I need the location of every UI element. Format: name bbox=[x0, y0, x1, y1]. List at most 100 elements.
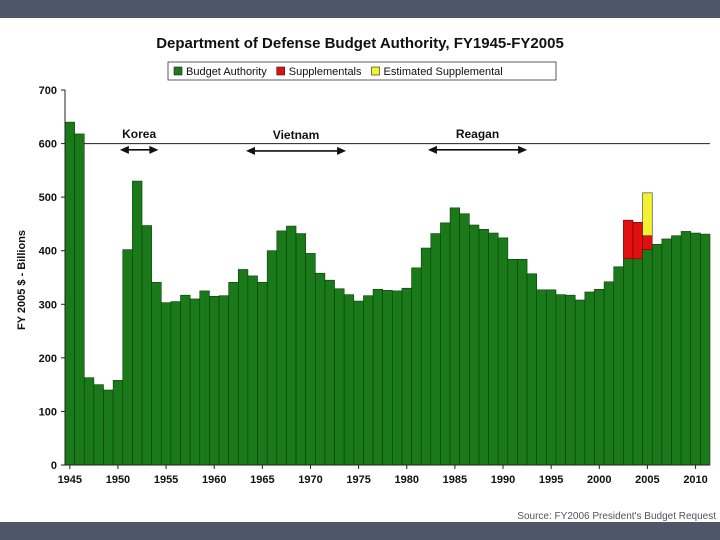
x-tick-label-1985: 1985 bbox=[443, 474, 467, 486]
source-note: Source: FY2006 President's Budget Reques… bbox=[517, 511, 716, 522]
bar-budget-2007 bbox=[661, 238, 672, 466]
annotation-arrowhead-left-korea bbox=[119, 145, 129, 154]
bar-budget-1984 bbox=[440, 222, 451, 466]
bars bbox=[64, 121, 711, 466]
bar-budget-1986 bbox=[459, 213, 470, 466]
annotation-label-vietnam: Vietnam bbox=[273, 128, 319, 142]
chart-title: Department of Defense Budget Authority, … bbox=[156, 35, 564, 52]
bar-budget-1979 bbox=[392, 290, 403, 466]
bar-budget-1992 bbox=[517, 258, 528, 466]
y-tick-label-100: 100 bbox=[39, 406, 57, 418]
bar-budget-1980 bbox=[401, 287, 412, 466]
bar-budget-2006 bbox=[651, 243, 663, 466]
bar-budget-1974 bbox=[343, 294, 355, 466]
bar-budget-2008 bbox=[671, 235, 682, 466]
y-tick-label-0: 0 bbox=[51, 460, 57, 472]
slide: Department of Defense Budget Authority, … bbox=[0, 18, 720, 522]
bar-budget-1966 bbox=[266, 250, 278, 466]
x-tick-label-1990: 1990 bbox=[491, 474, 515, 486]
bar-budget-1958 bbox=[189, 298, 201, 466]
bar-budget-1965 bbox=[257, 282, 268, 466]
bar-budget-1961 bbox=[218, 295, 229, 466]
annotation-label-korea: Korea bbox=[122, 127, 156, 141]
bar-budget-1981 bbox=[411, 267, 422, 466]
x-tick-label-1970: 1970 bbox=[298, 474, 322, 486]
x-tick-label-1965: 1965 bbox=[250, 474, 274, 486]
y-axis-label: FY 2005 $ - Billions bbox=[16, 230, 28, 330]
bar-budget-1953 bbox=[141, 225, 152, 466]
y-tick-label-500: 500 bbox=[39, 192, 57, 204]
bar-budget-1977 bbox=[372, 288, 383, 466]
legend-label-2: Estimated Supplemental bbox=[384, 66, 503, 78]
bar-budget-2001 bbox=[603, 281, 615, 466]
bar-budget-1978 bbox=[382, 290, 393, 466]
bar-budget-1952 bbox=[132, 180, 143, 466]
bar-budget-1975 bbox=[353, 300, 364, 466]
x-tick-label-1950: 1950 bbox=[106, 474, 130, 486]
bar-budget-1990 bbox=[497, 237, 509, 466]
bar-budget-1948 bbox=[93, 384, 104, 466]
bar-budget-1993 bbox=[526, 273, 538, 466]
x-tick-label-2000: 2000 bbox=[587, 474, 611, 486]
legend-swatch-2 bbox=[371, 66, 380, 76]
bar-supplemental-2005 bbox=[642, 235, 653, 250]
bar-budget-1972 bbox=[324, 279, 335, 466]
y-tick-label-700: 700 bbox=[39, 85, 57, 97]
x-tick-label-1995: 1995 bbox=[539, 474, 563, 486]
bar-budget-1995 bbox=[546, 289, 557, 466]
bar-budget-2010 bbox=[690, 232, 701, 466]
bar-budget-1973 bbox=[334, 288, 345, 466]
annotation-arrowhead-left-reagan bbox=[427, 145, 437, 154]
bar-budget-1968 bbox=[286, 225, 297, 466]
bar-budget-1988 bbox=[478, 228, 489, 466]
y-tick-label-400: 400 bbox=[39, 246, 57, 258]
annotation-arrowhead-right-reagan bbox=[518, 145, 528, 154]
bar-budget-1983 bbox=[430, 233, 441, 466]
bar-budget-1964 bbox=[247, 275, 258, 466]
bar-supplemental-2004 bbox=[632, 222, 643, 260]
legend-swatch-1 bbox=[276, 66, 286, 76]
legend: Budget Authority Supplementals Estimated S… bbox=[167, 61, 557, 81]
bar-budget-1951 bbox=[122, 249, 133, 466]
bar-estimated-supplemental-2005 bbox=[642, 192, 653, 237]
bar-supplemental-2003 bbox=[623, 219, 634, 260]
bottom-band bbox=[0, 522, 720, 540]
x-tick-label-1980: 1980 bbox=[395, 474, 419, 486]
x-tick-label-1975: 1975 bbox=[346, 474, 370, 486]
bar-budget-1994 bbox=[536, 289, 547, 466]
bar-budget-1997 bbox=[565, 294, 576, 466]
bar-budget-2000 bbox=[594, 288, 605, 466]
bar-budget-1991 bbox=[507, 258, 518, 466]
legend-label-0: Budget Authority bbox=[186, 66, 267, 78]
legend-box bbox=[167, 61, 557, 81]
bar-budget-2002 bbox=[613, 266, 624, 466]
bar-budget-1998 bbox=[574, 299, 586, 466]
bar-budget-1985 bbox=[449, 207, 461, 466]
bar-budget-1969 bbox=[295, 233, 306, 466]
bar-budget-2004 bbox=[632, 258, 643, 466]
bar-budget-1957 bbox=[180, 294, 191, 466]
x-tick-label-1955: 1955 bbox=[154, 474, 178, 486]
bar-budget-1970 bbox=[305, 253, 316, 466]
bar-budget-1955 bbox=[160, 302, 172, 466]
bar-budget-1959 bbox=[199, 290, 210, 466]
y-tick-label-600: 600 bbox=[39, 139, 57, 151]
bar-budget-1967 bbox=[276, 230, 287, 466]
bar-budget-1989 bbox=[488, 232, 499, 466]
bar-budget-1999 bbox=[584, 291, 595, 466]
x-tick-label-2005: 2005 bbox=[635, 474, 659, 486]
annotation-arrowhead-right-korea bbox=[149, 145, 159, 154]
x-tick-label-1960: 1960 bbox=[202, 474, 226, 486]
bar-budget-1946 bbox=[74, 133, 85, 466]
bar-budget-1956 bbox=[170, 301, 181, 466]
bar-budget-1962 bbox=[228, 282, 239, 466]
x-tick-label-1945: 1945 bbox=[58, 474, 82, 486]
bar-budget-2011 bbox=[700, 233, 711, 466]
axes: 0 100 200 300 400 500 600 700 1945 1950 1955 1960 19… bbox=[39, 85, 710, 486]
bar-budget-1945 bbox=[64, 121, 75, 466]
annotation-arrowhead-right-vietnam bbox=[337, 146, 347, 155]
bar-budget-1960 bbox=[209, 295, 220, 466]
bar-budget-1982 bbox=[420, 247, 432, 466]
legend-swatch-0 bbox=[173, 66, 183, 76]
annotation-arrowhead-left-vietnam bbox=[245, 146, 255, 155]
